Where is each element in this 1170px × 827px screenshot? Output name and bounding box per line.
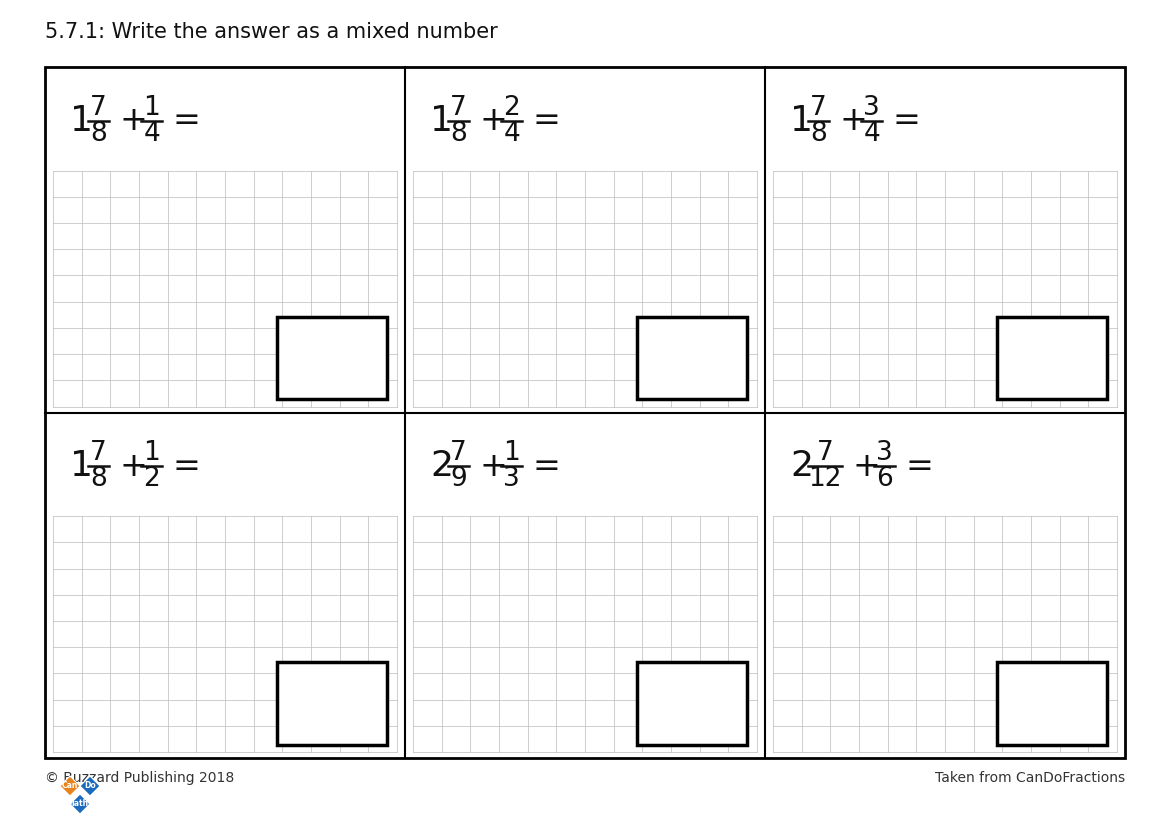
Text: 4: 4 bbox=[863, 121, 880, 147]
Text: 1: 1 bbox=[790, 104, 813, 138]
Text: +: + bbox=[480, 450, 507, 483]
Text: 12: 12 bbox=[808, 466, 842, 492]
Text: Taken from CanDoFractions: Taken from CanDoFractions bbox=[935, 771, 1126, 785]
Text: 9: 9 bbox=[450, 466, 467, 492]
Text: 8: 8 bbox=[90, 121, 108, 147]
Bar bbox=[997, 317, 1107, 399]
Text: © Buzzard Publishing 2018: © Buzzard Publishing 2018 bbox=[44, 771, 234, 785]
Text: 4: 4 bbox=[143, 121, 160, 147]
Bar bbox=[44, 67, 1126, 758]
Text: 2: 2 bbox=[143, 466, 160, 492]
Text: 7: 7 bbox=[811, 95, 827, 121]
Text: =: = bbox=[532, 104, 560, 137]
Text: 3: 3 bbox=[863, 95, 880, 121]
Text: 8: 8 bbox=[450, 121, 467, 147]
Bar bbox=[636, 317, 746, 399]
Text: 3: 3 bbox=[876, 441, 893, 466]
Text: 2: 2 bbox=[431, 449, 453, 484]
Polygon shape bbox=[60, 776, 80, 796]
Text: =: = bbox=[893, 104, 920, 137]
Text: =: = bbox=[906, 450, 934, 483]
Text: 2: 2 bbox=[790, 449, 813, 484]
Text: 2: 2 bbox=[503, 95, 521, 121]
Text: 1: 1 bbox=[70, 449, 94, 484]
Polygon shape bbox=[70, 794, 90, 814]
Text: +: + bbox=[119, 450, 147, 483]
Text: 7: 7 bbox=[450, 441, 467, 466]
Text: 7: 7 bbox=[90, 441, 108, 466]
Polygon shape bbox=[80, 776, 99, 796]
Text: Can: Can bbox=[62, 782, 78, 791]
Text: 7: 7 bbox=[817, 441, 833, 466]
Bar bbox=[276, 317, 386, 399]
Text: Do: Do bbox=[84, 782, 96, 791]
Text: 5.7.1: Write the answer as a mixed number: 5.7.1: Write the answer as a mixed numbe… bbox=[44, 22, 497, 42]
Text: 1: 1 bbox=[143, 441, 160, 466]
Text: 8: 8 bbox=[811, 121, 827, 147]
Text: 8: 8 bbox=[90, 466, 108, 492]
Bar bbox=[636, 662, 746, 745]
Bar bbox=[276, 662, 386, 745]
Text: 1: 1 bbox=[431, 104, 453, 138]
Text: 7: 7 bbox=[90, 95, 108, 121]
Text: +: + bbox=[839, 104, 867, 137]
Text: 1: 1 bbox=[70, 104, 94, 138]
Text: 1: 1 bbox=[503, 441, 521, 466]
Text: +: + bbox=[852, 450, 880, 483]
Bar bbox=[997, 662, 1107, 745]
Text: =: = bbox=[172, 450, 200, 483]
Text: 4: 4 bbox=[503, 121, 521, 147]
Text: +: + bbox=[480, 104, 507, 137]
Text: =: = bbox=[532, 450, 560, 483]
Text: +: + bbox=[119, 104, 147, 137]
Text: 6: 6 bbox=[876, 466, 893, 492]
Text: 1: 1 bbox=[143, 95, 160, 121]
Text: 3: 3 bbox=[503, 466, 521, 492]
Text: =: = bbox=[172, 104, 200, 137]
Text: 7: 7 bbox=[450, 95, 467, 121]
Text: Maths: Maths bbox=[67, 800, 94, 809]
